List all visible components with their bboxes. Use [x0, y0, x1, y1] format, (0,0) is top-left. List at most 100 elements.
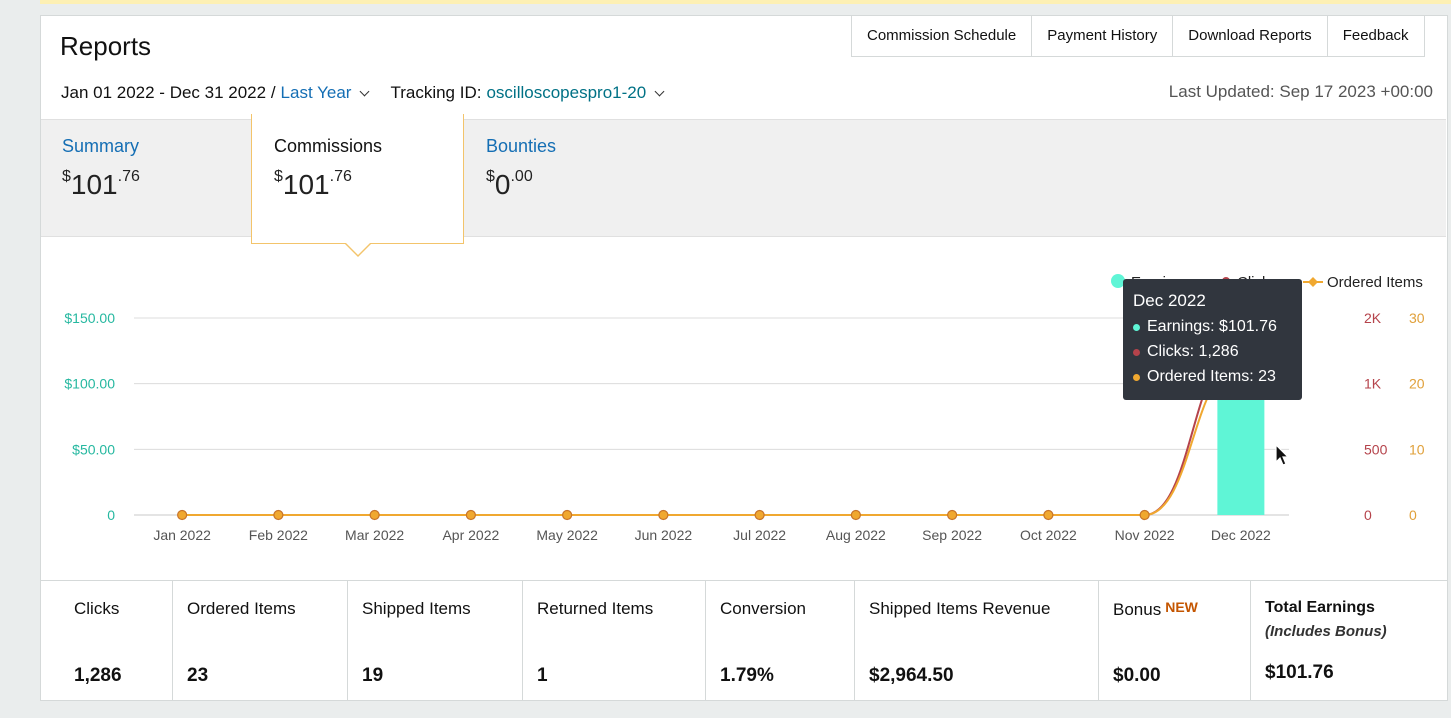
- amount-cents: .76: [117, 168, 140, 185]
- metric-value: $2,964.50: [869, 665, 954, 686]
- commissions-amount: $101.76: [274, 169, 382, 201]
- ordered-items-point: [658, 509, 669, 521]
- y-right-clicks-tick: 0: [1364, 507, 1372, 523]
- metric-shipped-items: Shipped Items 19: [348, 581, 523, 701]
- x-tick-label: Jul 2022: [733, 527, 786, 543]
- earnings-chart[interactable]: 0 0 0 $50.00 500 10 $100.00 1K 20 $150.00 2K 30 Jan …: [41, 250, 1446, 580]
- x-tick-label: Aug 2022: [826, 527, 886, 543]
- x-tick-label: Oct 2022: [1020, 527, 1077, 543]
- y-right-clicks-tick: 2K: [1364, 310, 1382, 326]
- x-tick-label: May 2022: [536, 527, 598, 543]
- metric-label: Shipped Items: [362, 599, 471, 618]
- ordered-items-line: [182, 362, 1241, 516]
- x-tick-label: Dec 2022: [1211, 527, 1271, 543]
- metric-label: Ordered Items: [187, 599, 296, 618]
- chart-tooltip: Dec 2022 Earnings: $101.76 Clicks: 1,286…: [1123, 279, 1302, 400]
- date-range-text: Jan 01 2022 - Dec 31 2022 /: [61, 83, 276, 102]
- metric-shipped-revenue: Shipped Items Revenue $2,964.50: [855, 581, 1099, 701]
- ordered-items-point: [947, 509, 958, 521]
- x-tick-label: Nov 2022: [1115, 527, 1175, 543]
- y-left-tick: $100.00: [64, 376, 115, 392]
- ordered-items-point: [465, 509, 476, 521]
- tooltip-earnings: Earnings: $101.76: [1133, 318, 1292, 336]
- x-tick-label: Jan 2022: [153, 527, 211, 543]
- chevron-down-icon[interactable]: [654, 86, 665, 96]
- metric-label: Bonus NEW: [1113, 599, 1198, 620]
- y-right-ordered-tick: 10: [1409, 441, 1425, 457]
- metric-value: 1,286: [74, 665, 122, 686]
- metric-sublabel: (Includes Bonus): [1265, 623, 1387, 640]
- earnings-dot: [1133, 323, 1140, 331]
- ordered-items-point: [1139, 509, 1150, 521]
- active-tab-panel: [251, 114, 464, 244]
- tab-bounties-label[interactable]: Bounties: [486, 136, 557, 156]
- metric-conversion: Conversion 1.79%: [706, 581, 855, 701]
- amount-cents: .00: [510, 168, 533, 185]
- y-right-ordered-tick: 30: [1409, 310, 1425, 326]
- earnings-bar: [1217, 381, 1265, 515]
- amount-whole: 101: [70, 169, 118, 200]
- tab-commissions-label[interactable]: Commissions: [274, 136, 383, 156]
- x-tick-label: Feb 2022: [249, 527, 308, 543]
- metric-label: Returned Items: [537, 599, 654, 618]
- top-alert-strip: [40, 0, 1451, 4]
- amount-whole: 101: [282, 169, 330, 200]
- metric-label-text: Bonus: [1113, 600, 1162, 619]
- metric-value: 23: [187, 665, 209, 686]
- payment-history-tab[interactable]: Payment History: [1032, 15, 1174, 57]
- date-preset-dropdown[interactable]: Last Year: [280, 83, 352, 102]
- ordered-dot: [1133, 373, 1140, 381]
- ordered-items-point: [1043, 509, 1054, 521]
- x-tick-label: Mar 2022: [345, 527, 404, 543]
- y-right-clicks-tick: 1K: [1364, 376, 1382, 392]
- chevron-down-icon[interactable]: [360, 86, 370, 96]
- ordered-items-point: [562, 509, 573, 521]
- tooltip-ordered-text: Ordered Items: 23: [1147, 368, 1276, 385]
- metric-value: $101.76: [1265, 662, 1334, 683]
- clicks-dot: [1133, 348, 1140, 356]
- y-right-ordered-tick: 20: [1409, 376, 1425, 392]
- tooltip-clicks-text: Clicks: 1,286: [1147, 343, 1239, 360]
- feedback-tab[interactable]: Feedback: [1327, 15, 1425, 57]
- x-tick-label: Sep 2022: [922, 527, 982, 543]
- metric-value: 1.79%: [720, 665, 774, 686]
- bounties-amount: $0.00: [486, 169, 556, 201]
- metric-label: Total Earnings: [1265, 599, 1375, 616]
- tab-summary[interactable]: Summary $101.76: [62, 136, 140, 201]
- tracking-id-dropdown[interactable]: oscilloscopespro1-20: [486, 83, 647, 102]
- tab-bounties[interactable]: Bounties $0.00: [486, 136, 556, 201]
- tooltip-clicks: Clicks: 1,286: [1133, 343, 1292, 361]
- report-links: Commission Schedule Payment History Down…: [851, 15, 1425, 57]
- x-tick-label: Jun 2022: [635, 527, 693, 543]
- x-tick-label: Apr 2022: [442, 527, 499, 543]
- metric-label: Clicks: [74, 599, 120, 618]
- y-right-clicks-tick: 500: [1364, 441, 1388, 457]
- y-left-tick: $150.00: [64, 310, 115, 326]
- ordered-items-point: [369, 509, 380, 521]
- metric-value: $0.00: [1113, 665, 1161, 686]
- metric-label: Shipped Items Revenue: [869, 599, 1051, 618]
- ordered-items-point: [273, 509, 284, 521]
- tracking-id-label: Tracking ID:: [390, 83, 482, 102]
- currency-symbol: $: [486, 168, 495, 185]
- y-left-tick: $50.00: [72, 441, 115, 457]
- legend-ordered-items: Ordered Items: [1327, 274, 1423, 291]
- tab-summary-label[interactable]: Summary: [62, 136, 140, 156]
- y-left-tick: 0: [107, 507, 115, 523]
- ordered-legend-diamond: [1308, 277, 1318, 287]
- last-updated: Last Updated: Sep 17 2023 +00:00: [1168, 82, 1433, 101]
- ordered-items-point: [754, 509, 765, 521]
- metric-value: 19: [362, 665, 384, 686]
- currency-symbol: $: [274, 168, 283, 185]
- earnings-legend-dot: [1111, 274, 1125, 288]
- metrics-row: Clicks 1,286 Ordered Items 23 Shipped It…: [41, 580, 1447, 701]
- tooltip-ordered: Ordered Items: 23: [1133, 368, 1292, 386]
- commission-schedule-tab[interactable]: Commission Schedule: [852, 15, 1033, 57]
- currency-symbol: $: [62, 168, 71, 185]
- download-reports-tab[interactable]: Download Reports: [1173, 15, 1328, 57]
- tab-commissions[interactable]: Commissions $101.76: [274, 136, 382, 201]
- tooltip-title: Dec 2022: [1133, 291, 1206, 310]
- y-right-ordered-tick: 0: [1409, 507, 1417, 523]
- mouse-pointer-icon: [1275, 444, 1290, 466]
- metric-label: Conversion: [720, 599, 806, 618]
